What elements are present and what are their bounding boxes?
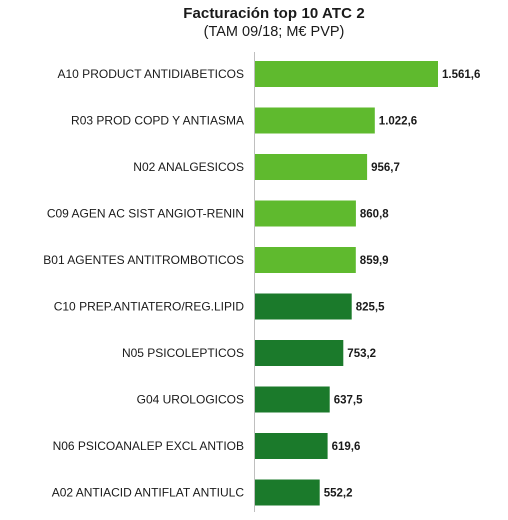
chart-title-block: Facturación top 10 ATC 2 (TAM 09/18; M€ …	[140, 4, 408, 42]
category-label-4: C09 AGEN AC SIST ANGIOT-RENIN	[47, 207, 244, 221]
category-label-7: N05 PSICOLEPTICOS	[122, 346, 244, 360]
value-label-5: 859,9	[360, 255, 389, 267]
value-label-1: 1.561,6	[442, 69, 480, 81]
category-label-8: G04 UROLOGICOS	[137, 393, 244, 407]
bar-3	[255, 154, 368, 180]
category-label-3: N02 ANALGESICOS	[133, 160, 244, 174]
bar-4	[255, 200, 356, 227]
value-label-8: 637,5	[334, 395, 363, 407]
bar-8	[255, 386, 330, 413]
bar-10	[255, 479, 320, 506]
category-label-10: A02 ANTIACID ANTIFLAT ANTIULC	[52, 486, 245, 500]
bar-5	[255, 247, 356, 273]
category-label-5: B01 AGENTES ANTITROMBOTICOS	[43, 253, 244, 267]
chart-title: Facturación top 10 ATC 2	[183, 5, 365, 22]
category-label-6: C10 PREP.ANTIATERO/REG.LIPID	[54, 300, 245, 314]
value-label-10: 552,2	[324, 488, 353, 500]
value-label-9: 619,6	[332, 441, 361, 453]
bar-7	[255, 340, 344, 366]
value-label-2: 1.022,6	[379, 116, 417, 128]
bar-2	[255, 107, 375, 134]
category-label-9: N06 PSICOANALEP EXCL ANTIOB	[53, 439, 244, 453]
bar-9	[255, 433, 328, 459]
bar-1	[255, 61, 438, 87]
value-label-6: 825,5	[356, 302, 385, 314]
bar-6	[255, 293, 352, 320]
category-label-1: A10 PRODUCT ANTIDIABETICOS	[58, 67, 245, 81]
value-label-7: 753,2	[347, 348, 376, 360]
category-label-2: R03 PROD COPD Y ANTIASMA	[71, 114, 244, 128]
value-label-3: 956,7	[371, 162, 400, 174]
value-label-4: 860,8	[360, 209, 389, 221]
chart-subtitle: (TAM 09/18; M€ PVP)	[203, 24, 345, 40]
